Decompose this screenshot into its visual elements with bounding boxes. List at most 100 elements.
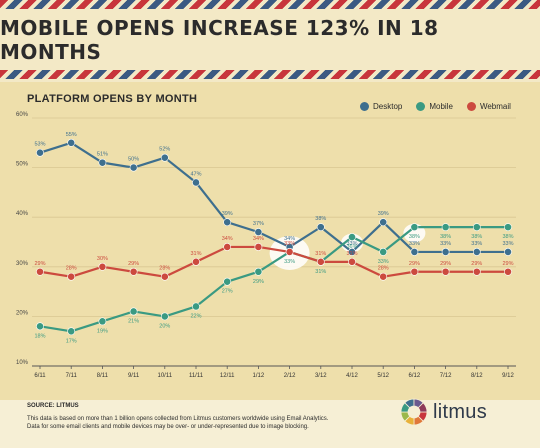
data-point-mobile: [472, 223, 481, 232]
data-point-desktop: [192, 178, 200, 187]
legend-marker-mobile: [416, 101, 426, 111]
footnote-line-2: Data for some email clients and mobile d…: [27, 424, 309, 430]
x-tick-label: 6/11: [34, 373, 46, 379]
data-point-webmail: [98, 262, 107, 271]
legend-label-mobile: Mobile: [429, 101, 453, 111]
data-point-desktop: [441, 248, 450, 256]
data-label-desktop: 53%: [34, 142, 45, 148]
data-label-webmail: 29%: [471, 261, 482, 267]
data-label-mobile: 38%: [471, 234, 482, 240]
data-label-desktop: 33%: [440, 241, 451, 247]
x-tick-label: 3/12: [315, 373, 327, 379]
x-tick-label: 11/11: [189, 373, 204, 379]
data-label-mobile: 29%: [253, 279, 264, 285]
data-point-mobile: [410, 223, 419, 232]
data-label-webmail: 28%: [159, 266, 170, 272]
data-point-mobile: [98, 317, 107, 326]
data-label-webmail: 30%: [97, 256, 108, 262]
legend-item-mobile: Mobile: [416, 99, 453, 113]
data-point-desktop: [223, 218, 232, 227]
data-point-mobile: [129, 307, 138, 316]
data-label-webmail: 29%: [502, 261, 513, 267]
series-line-mobile: [39, 226, 508, 333]
data-point-webmail: [36, 267, 44, 276]
data-point-webmail: [504, 267, 512, 276]
data-point-webmail: [67, 272, 76, 281]
data-label-webmail: 31%: [315, 251, 326, 257]
data-label-mobile: 20%: [159, 323, 170, 329]
data-label-desktop: 39%: [378, 211, 389, 217]
data-label-webmail: 29%: [128, 261, 139, 267]
litmus-logo-text: litmus: [433, 400, 488, 423]
data-label-mobile: 33%: [284, 259, 295, 265]
data-label-desktop: 33%: [346, 241, 357, 247]
data-label-mobile: 31%: [315, 269, 326, 275]
data-label-mobile: 38%: [502, 234, 513, 240]
data-label-desktop: 51%: [97, 152, 108, 158]
data-point-webmail: [410, 267, 419, 276]
data-label-desktop: 33%: [409, 241, 420, 247]
y-tick-label: 60%: [16, 112, 29, 118]
data-point-webmail: [160, 272, 169, 281]
data-point-desktop: [98, 158, 107, 167]
series-line-webmail: [39, 245, 508, 278]
y-tick-label: 10%: [16, 360, 29, 366]
chart-title: PLATFORM OPENS BY MONTH: [27, 93, 198, 105]
page-headline: MOBILE OPENS INCREASE 123% IN 18 MONTHS: [0, 15, 439, 64]
data-point-mobile: [223, 277, 232, 286]
data-point-desktop: [129, 163, 138, 172]
x-tick-label: 9/12: [502, 373, 514, 379]
footnote-line-1: This data is based on more than 1 billio…: [27, 416, 329, 422]
x-tick-label: 8/12: [471, 373, 483, 379]
data-point-mobile: [348, 233, 356, 241]
data-point-webmail: [348, 257, 356, 266]
x-tick-label: 4/12: [346, 373, 358, 379]
data-label-webmail: 31%: [346, 251, 357, 257]
data-point-desktop: [67, 138, 76, 147]
data-label-desktop: 37%: [253, 221, 264, 227]
data-point-desktop: [316, 223, 325, 232]
data-label-mobile: 21%: [128, 318, 139, 324]
data-point-mobile: [67, 327, 76, 336]
legend-item-webmail: Webmail: [466, 99, 511, 113]
litmus-logo-icon: [400, 398, 428, 426]
data-point-desktop: [160, 153, 169, 162]
data-point-desktop: [410, 248, 419, 256]
x-tick-label: 8/11: [97, 373, 109, 379]
data-point-webmail: [192, 257, 200, 266]
data-label-desktop: 47%: [190, 171, 201, 177]
x-tick-label: 5/12: [377, 373, 389, 379]
source-label: SOURCE: LITMUS: [27, 403, 79, 409]
x-tick-label: 7/11: [66, 373, 78, 379]
legend-label-desktop: Desktop: [373, 101, 403, 111]
data-label-mobile: 38%: [440, 234, 451, 240]
data-point-desktop: [254, 228, 263, 236]
data-label-mobile: 36%: [346, 244, 357, 250]
y-tick-label: 40%: [16, 211, 29, 217]
data-label-desktop: 50%: [128, 157, 139, 163]
y-tick-label: 30%: [16, 261, 29, 267]
data-label-desktop: 39%: [222, 211, 233, 217]
data-label-webmail: 28%: [66, 266, 77, 272]
data-label-desktop: 33%: [471, 241, 482, 247]
decorative-stripe-top: [0, 0, 540, 9]
data-point-desktop: [504, 248, 512, 256]
data-point-desktop: [379, 218, 388, 227]
data-label-webmail: 34%: [253, 236, 264, 242]
litmus-logo: litmus: [400, 398, 487, 426]
x-tick-label: 7/12: [440, 373, 452, 379]
data-label-webmail: 29%: [440, 261, 451, 267]
data-point-webmail: [129, 267, 138, 276]
data-label-webmail: 29%: [409, 261, 420, 267]
data-point-desktop: [472, 248, 481, 256]
data-point-webmail: [379, 272, 388, 281]
y-tick-label: 50%: [16, 162, 29, 168]
data-label-mobile: 22%: [190, 313, 201, 319]
x-tick-label: 10/11: [158, 373, 173, 379]
data-label-webmail: 29%: [34, 261, 45, 267]
chart-legend: Desktop Mobile Webmail: [360, 99, 511, 113]
data-point-desktop: [36, 148, 44, 157]
data-point-webmail: [441, 267, 450, 276]
data-label-desktop: 34%: [284, 236, 295, 242]
data-point-mobile: [36, 322, 44, 331]
